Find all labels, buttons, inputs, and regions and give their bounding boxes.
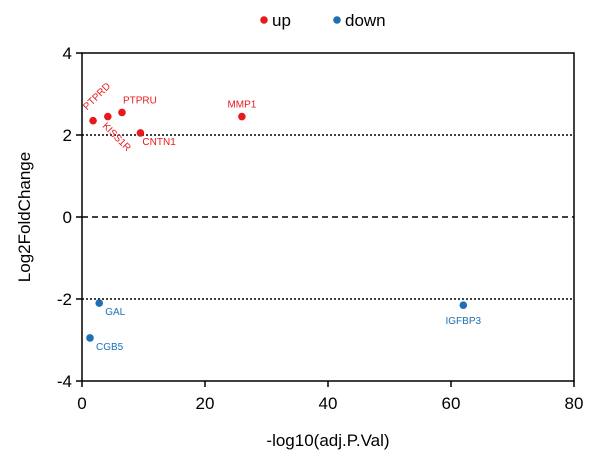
point-labels: PTPRD KISS1R PTPRU CNTN1 MMP1 GAL CGB5 IGFBP3 [81, 81, 481, 353]
point-label-gal: GAL [105, 307, 125, 318]
point-ptpru [118, 108, 126, 117]
point-label-cntn1: CNTN1 [142, 137, 176, 148]
point-label-cgb5: CGB5 [96, 342, 124, 353]
legend-label-up: up [272, 11, 291, 30]
x-tick-label: 20 [196, 394, 215, 413]
x-tick-label: 0 [77, 394, 86, 413]
legend-marker-down [333, 16, 341, 24]
legend: up down [260, 11, 386, 30]
y-tick-label: -4 [57, 372, 72, 391]
point-kiss1r [104, 112, 112, 121]
x-tick-label: 40 [319, 394, 338, 413]
reference-lines [82, 134, 574, 300]
point-label-mmp1: MMP1 [227, 100, 256, 111]
y-axis-title: Log2FoldChange [15, 152, 34, 282]
point-label-ptpru: PTPRU [123, 95, 157, 106]
y-tick-label: -2 [57, 290, 72, 309]
y-tick-label: 0 [63, 208, 72, 227]
legend-marker-up [260, 16, 268, 24]
point-mmp1 [238, 112, 246, 121]
y-tick-label: 4 [63, 44, 72, 63]
x-tick-label: 60 [442, 394, 461, 413]
legend-label-down: down [345, 11, 386, 30]
point-ptprd [89, 116, 97, 125]
point-label-kiss1r: KISS1R [100, 121, 133, 154]
point-igfbp3 [459, 301, 468, 309]
point-cntn1 [136, 129, 145, 137]
x-tick-label: 80 [565, 394, 584, 413]
point-label-igfbp3: IGFBP3 [446, 316, 482, 327]
data-points [86, 108, 468, 342]
point-gal [95, 299, 104, 307]
x-axis-title: -log10(adj.P.Val) [266, 431, 389, 450]
y-tick-label: 2 [63, 126, 72, 145]
point-cgb5 [86, 334, 94, 342]
point-label-ptprd: PTPRD [81, 81, 113, 113]
